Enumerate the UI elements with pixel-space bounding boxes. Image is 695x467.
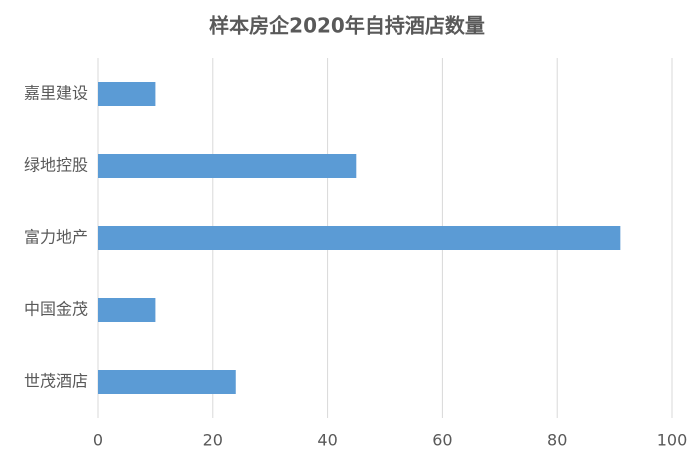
x-tick-label: 100 bbox=[657, 431, 688, 450]
bar bbox=[98, 298, 156, 322]
x-tick-label: 0 bbox=[93, 431, 103, 450]
y-tick-label: 绿地控股 bbox=[24, 156, 88, 175]
x-tick-label: 60 bbox=[432, 431, 452, 450]
bar bbox=[98, 226, 621, 250]
y-tick-label: 世茂酒店 bbox=[24, 372, 88, 391]
bar bbox=[98, 82, 156, 106]
y-tick-label: 中国金茂 bbox=[24, 300, 88, 319]
bar bbox=[98, 370, 236, 394]
x-tick-label: 80 bbox=[547, 431, 567, 450]
x-tick-label: 40 bbox=[317, 431, 337, 450]
x-tick-label: 20 bbox=[203, 431, 223, 450]
chart-title: 样本房企2020年自持酒店数量 bbox=[209, 14, 485, 38]
y-tick-label: 富力地产 bbox=[24, 228, 88, 247]
bar bbox=[98, 154, 357, 178]
y-tick-label: 嘉里建设 bbox=[24, 84, 88, 103]
